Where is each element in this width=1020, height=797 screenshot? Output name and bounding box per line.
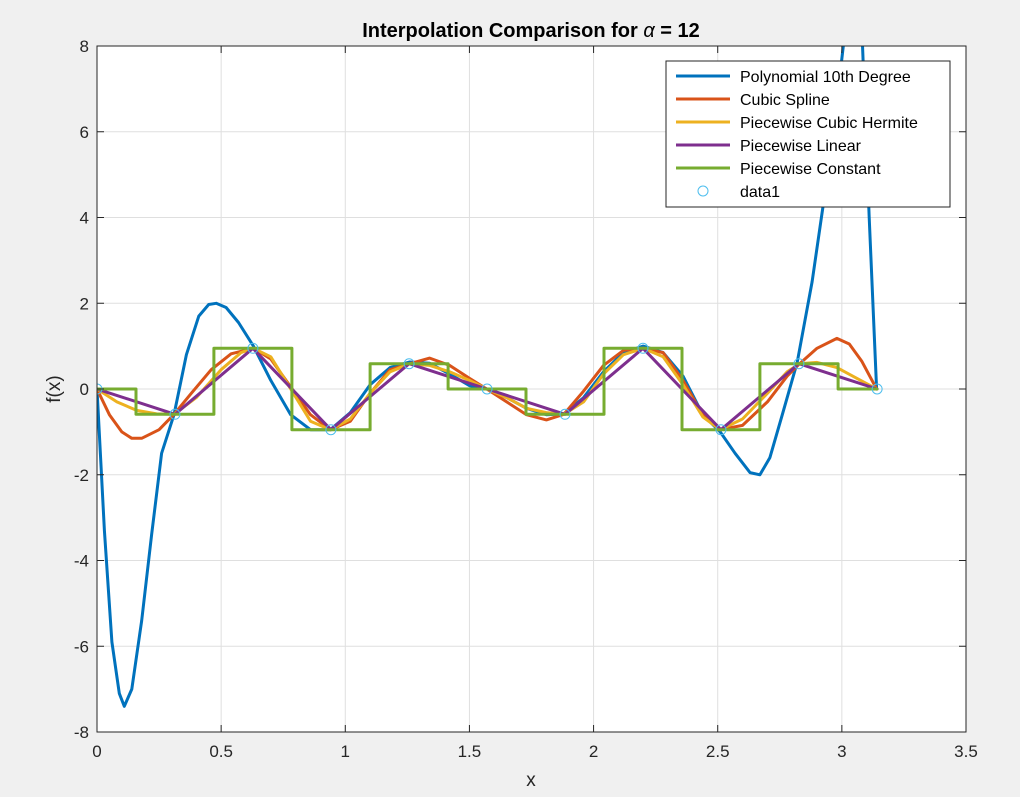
x-tick-label: 2.5 (706, 742, 730, 761)
x-tick-label: 0 (92, 742, 101, 761)
data-point-data1 (325, 424, 337, 436)
series-layer (97, 46, 883, 708)
x-tick-label: 3.5 (954, 742, 978, 761)
legend-label-piecewise-linear: Piecewise Linear (740, 138, 862, 155)
legend-box (665, 60, 951, 208)
legend-label-cubic-spline: Cubic Spline (740, 92, 830, 109)
data-point-data1 (793, 358, 805, 370)
y-tick-label: -6 (74, 637, 89, 656)
data-point-data1 (871, 383, 883, 395)
data-point-data1 (403, 358, 415, 370)
legend-label-data1: data1 (740, 184, 780, 201)
data-point-data1 (637, 342, 649, 354)
data-point-data1 (169, 408, 181, 420)
y-tick-label: 2 (80, 294, 89, 313)
data-point-data1 (481, 383, 493, 395)
data-point-data1 (247, 342, 259, 354)
x-tick-label: 1 (341, 742, 350, 761)
y-tick-label: 0 (80, 380, 89, 399)
x-tick-label: 2 (589, 742, 598, 761)
series-line-piecewise-constant (97, 346, 879, 432)
chart-title: Interpolation Comparison for α = 12 (362, 20, 700, 42)
legend: Polynomial 10th Degree Cubic Spline Piecew… (665, 60, 951, 208)
data-point-data1 (715, 424, 727, 436)
y-tick-label: 8 (80, 37, 89, 56)
legend-label-piecewise-cubic-hermite: Piecewise Cubic Hermite (740, 115, 918, 132)
y-axis-label: f(x) (44, 375, 65, 402)
legend-marker-data1 (697, 185, 709, 197)
x-tick-label: 0.5 (209, 742, 233, 761)
y-tick-label: -8 (74, 723, 89, 742)
legend-label-polynomial-10th-degree: Polynomial 10th Degree (740, 69, 911, 86)
data-point-data1 (559, 408, 571, 420)
x-tick-label: 3 (837, 742, 846, 761)
y-tick-label: -2 (74, 466, 89, 485)
legend-label-piecewise-constant: Piecewise Constant (740, 161, 881, 178)
y-tick-label: 4 (80, 209, 89, 228)
y-tick-label: -4 (74, 552, 89, 571)
y-tick-label: 6 (80, 123, 89, 142)
x-axis-label: x (526, 770, 536, 791)
axis-ticks: 0 0.5 1 1.5 2 2.5 3 3.5 -8 -6 -4 -2 0 2 4 6 8 (74, 37, 978, 761)
x-tick-label: 1.5 (458, 742, 482, 761)
